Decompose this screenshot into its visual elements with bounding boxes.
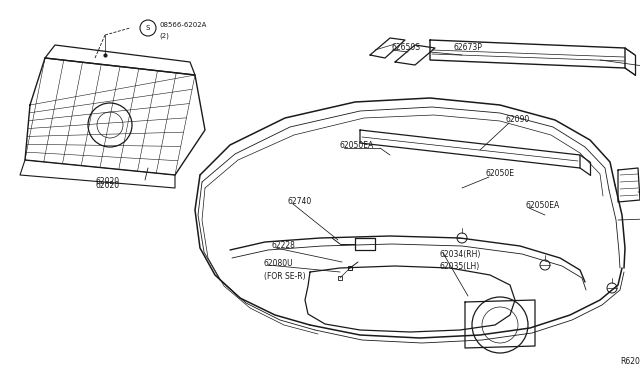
Text: 62673P: 62673P xyxy=(453,42,482,51)
Text: (FOR SE-R): (FOR SE-R) xyxy=(264,272,306,280)
Text: 62020: 62020 xyxy=(96,180,120,189)
Text: 62080U: 62080U xyxy=(264,260,294,269)
Text: 62228: 62228 xyxy=(272,241,296,250)
Text: (2): (2) xyxy=(159,33,169,39)
Text: 62090: 62090 xyxy=(506,115,531,125)
Text: 62050EA: 62050EA xyxy=(525,201,559,209)
Text: 62050E: 62050E xyxy=(486,170,515,179)
Text: 62035(LH): 62035(LH) xyxy=(440,263,480,272)
Text: 08566-6202A: 08566-6202A xyxy=(159,22,206,28)
Text: 62034(RH): 62034(RH) xyxy=(440,250,481,260)
Text: 62020: 62020 xyxy=(96,177,120,186)
Text: 62740: 62740 xyxy=(288,198,312,206)
Text: 62650S: 62650S xyxy=(392,42,421,51)
Text: 62050EA: 62050EA xyxy=(340,141,374,150)
Text: S: S xyxy=(146,25,150,31)
Text: R6200058: R6200058 xyxy=(620,357,640,366)
